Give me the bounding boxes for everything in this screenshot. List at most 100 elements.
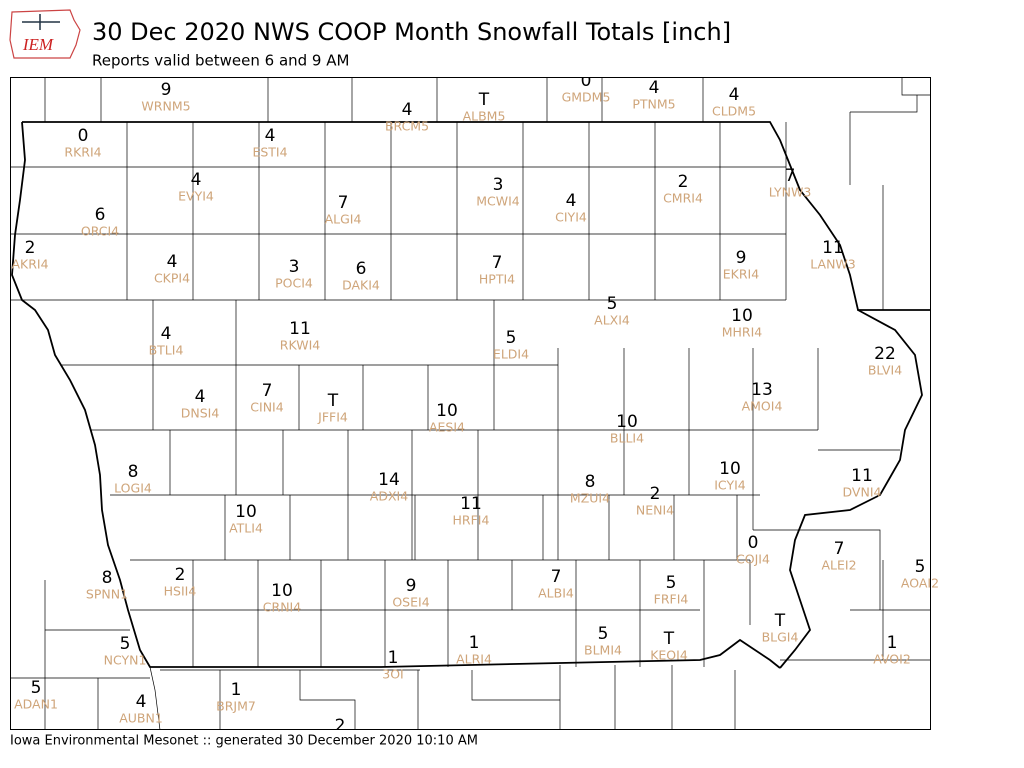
station-value: 5 [120, 634, 131, 654]
station-id: ALEI2 [821, 558, 856, 573]
station-value: 4 [161, 324, 172, 344]
station-id: EVYI4 [178, 189, 214, 204]
station-value: 0 [78, 126, 89, 146]
station-value: 9 [406, 576, 417, 596]
station-value: 8 [128, 462, 139, 482]
station-value: 3 [493, 175, 504, 195]
station-id: NCYN1 [104, 653, 147, 668]
station-id: CIYI4 [555, 210, 587, 225]
station-value: 1 [469, 633, 480, 653]
station-id: WRNM5 [141, 99, 190, 114]
station-id: ALRI4 [456, 652, 492, 667]
station-id: PTNM5 [632, 97, 675, 112]
station-id: DVNI4 [843, 485, 882, 500]
station-id: CINI4 [250, 400, 283, 415]
station-id: BRJM7 [216, 699, 256, 714]
station-value: T [478, 90, 490, 110]
station-value: 1 [388, 648, 399, 668]
station-id: ADXI4 [370, 489, 408, 504]
station-value: 10 [616, 412, 638, 432]
station-value: 0 [748, 533, 759, 553]
station-id: GMDM5 [562, 90, 611, 105]
station-value: 2 [335, 716, 346, 736]
station-id: NENI4 [636, 503, 674, 518]
station-value: 13 [751, 380, 773, 400]
station-value: T [774, 611, 786, 631]
station-value: 5 [607, 294, 618, 314]
station-id: AESI4 [429, 420, 465, 435]
station-value: 3 [289, 257, 300, 277]
station-id: AVOI2 [873, 652, 911, 667]
station-value: T [663, 629, 675, 649]
station-id: LOGI4 [114, 481, 152, 496]
state-borders [11, 121, 930, 730]
station-id: COJI4 [736, 552, 770, 567]
station-value: 14 [378, 470, 400, 490]
station-value: 1 [231, 680, 242, 700]
station-value: T [327, 391, 339, 411]
station-value: 7 [338, 193, 349, 213]
station-value: 7 [262, 381, 273, 401]
station-value: 9 [736, 248, 747, 268]
station-value: 1 [887, 633, 898, 653]
station-id: SPNN1 [86, 587, 128, 602]
station-value: 5 [31, 678, 42, 698]
station-id: DNSI4 [181, 406, 220, 421]
station-id: AKRI4 [11, 257, 48, 272]
station-id: CMRI4 [663, 191, 703, 206]
station-id: KEOI4 [650, 648, 688, 663]
station-value: 5 [506, 328, 517, 348]
station-value: 2 [650, 484, 661, 504]
station-value: 2 [175, 565, 186, 585]
station-value: 10 [719, 459, 741, 479]
station-value: 4 [265, 126, 276, 146]
station-value: 4 [136, 692, 147, 712]
station-id: ATLI4 [229, 521, 263, 536]
station-value: 0 [581, 71, 592, 91]
station-value: 10 [731, 306, 753, 326]
station-value: 5 [915, 557, 926, 577]
station-id: HPTI4 [479, 272, 515, 287]
station-id: HRFI4 [453, 513, 490, 528]
station-value: 2 [678, 172, 689, 192]
station-id: DAKI4 [342, 278, 380, 293]
county-lines [10, 77, 930, 730]
station-id: ALXI4 [594, 313, 630, 328]
station-value: 4 [195, 387, 206, 407]
station-id: HSII4 [164, 584, 197, 599]
